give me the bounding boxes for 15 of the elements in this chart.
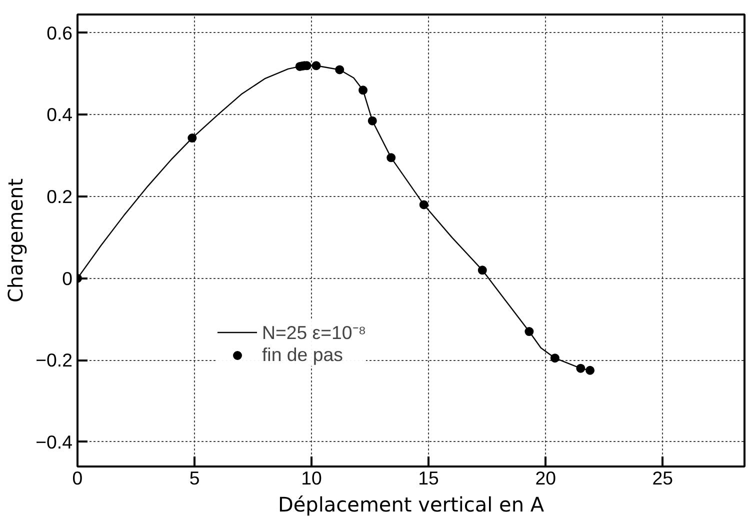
y-tick-label: 0	[62, 268, 73, 289]
x-tick-label: 25	[652, 468, 673, 488]
y-tick-label: 0.4	[46, 104, 73, 126]
y-axis-title: Chargement	[4, 178, 28, 303]
x-tick-label: 15	[418, 468, 439, 488]
y-tick-label: 0.6	[46, 22, 73, 44]
x-axis-title: Déplacement vertical en A	[278, 492, 544, 516]
x-tick-label: 5	[189, 468, 200, 488]
y-tick-label: −0.2	[36, 350, 73, 371]
legend-label: N=25 ε=10⁻⁸	[262, 321, 366, 344]
legend-label: fin de pas	[262, 344, 343, 366]
y-tick-label: −0.4	[36, 431, 73, 452]
x-tick-label: 10	[301, 468, 322, 488]
y-tick-label: 0.2	[46, 186, 73, 208]
x-tick-label: 20	[535, 468, 556, 488]
